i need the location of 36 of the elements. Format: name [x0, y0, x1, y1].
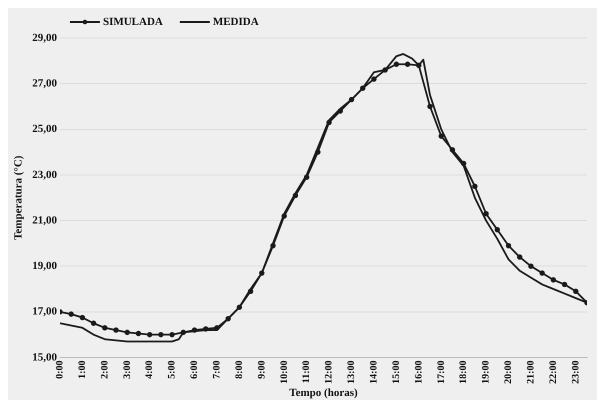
y-axis-title: Temperatura (°C): [12, 155, 24, 240]
y-tick-label: 23,00: [32, 168, 58, 181]
x-tick-label: 16:00: [413, 360, 424, 384]
x-tick-label: 0:00: [54, 360, 66, 379]
x-axis-title: Tempo (horas): [289, 387, 358, 400]
x-tick-label: 12:00: [324, 360, 335, 384]
x-tick-label: 21:00: [526, 360, 537, 384]
x-tick-label: 19:00: [480, 360, 492, 384]
legend-label: MEDIDA: [212, 16, 259, 28]
x-tick-label: 4:00: [144, 360, 156, 379]
x-tick-label: 23:00: [570, 360, 582, 384]
y-tick-label: 21,00: [32, 214, 58, 226]
x-tick-label: 10:00: [278, 360, 290, 384]
x-tick-label: 2:00: [99, 360, 110, 379]
y-tick-label: 29,00: [32, 32, 58, 44]
y-tick-label: 19,00: [32, 260, 58, 272]
x-tick-label: 11:00: [301, 360, 312, 384]
x-tick-label: 8:00: [234, 360, 245, 379]
y-tick-label: 27,00: [32, 77, 58, 90]
y-tick-label: 15,00: [32, 351, 58, 364]
y-tick-label: 25,00: [32, 123, 58, 136]
x-tick-label: 22:00: [548, 360, 559, 384]
x-tick-label: 20:00: [503, 360, 514, 384]
x-tick-label: 18:00: [458, 360, 470, 384]
x-tick-label: 13:00: [346, 360, 358, 384]
x-tick-label: 15:00: [390, 360, 402, 384]
x-tick-label: 3:00: [122, 360, 133, 379]
x-tick-label: 1:00: [76, 360, 88, 379]
x-tick-label: 9:00: [256, 360, 268, 379]
x-tick-label: 5:00: [166, 360, 178, 379]
x-tick-label: 6:00: [189, 360, 200, 379]
x-tick-label: 7:00: [212, 360, 223, 379]
x-tick-label: 17:00: [436, 360, 447, 384]
legend-label: SIMULADA: [102, 16, 163, 28]
x-tick-label: 14:00: [368, 360, 380, 384]
y-tick-label: 17,00: [32, 306, 58, 318]
